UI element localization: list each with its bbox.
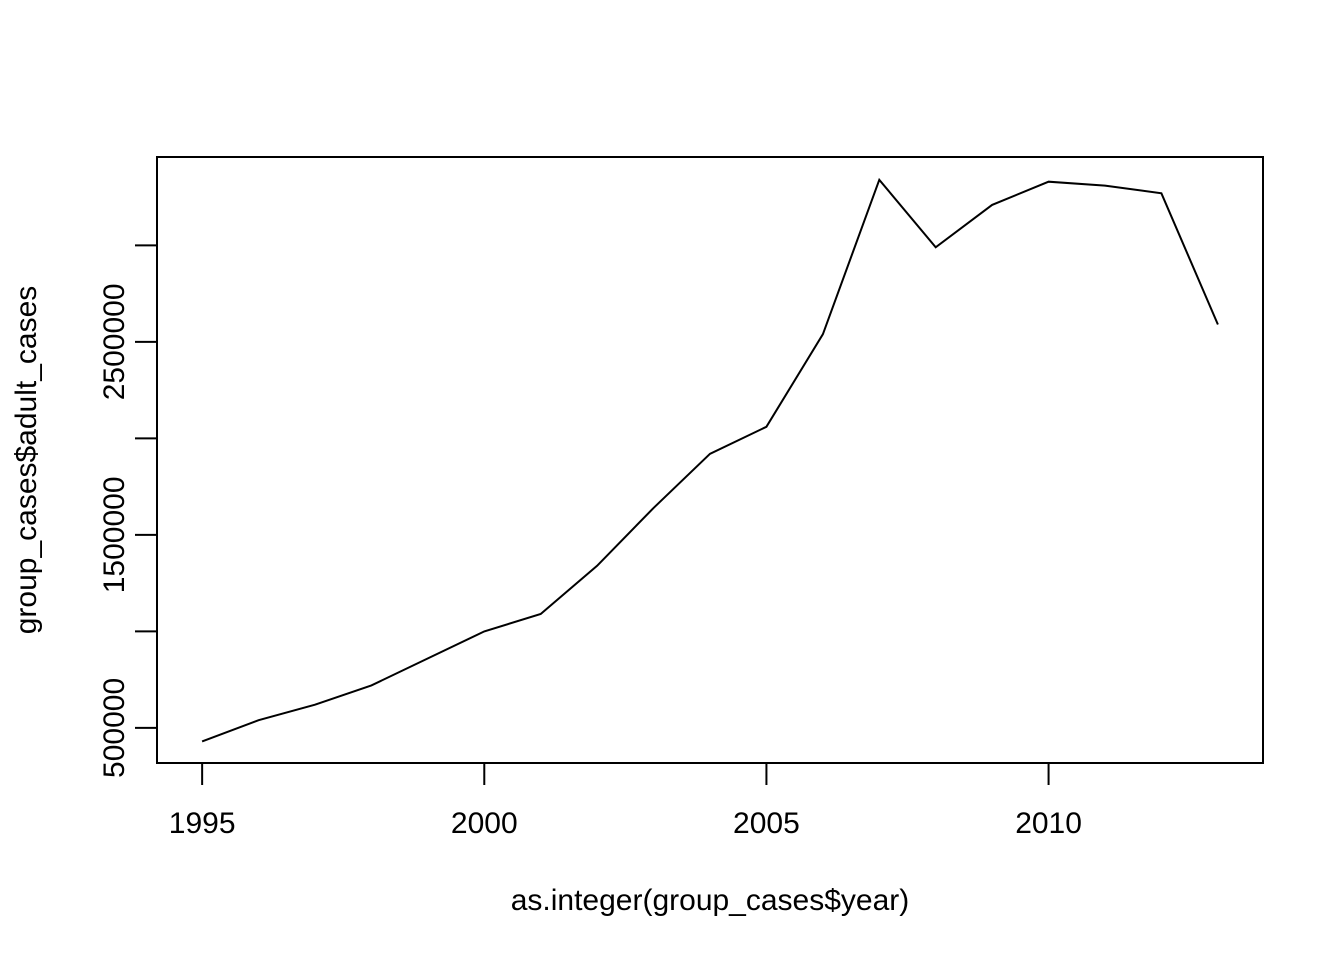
data-point — [934, 245, 938, 249]
data-point — [990, 203, 994, 207]
y-tick-label: 1500000 — [98, 476, 131, 593]
y-axis-title: group_cases$adult_cases — [10, 286, 43, 635]
data-point — [764, 425, 768, 429]
data-point — [652, 506, 656, 510]
y-axis: 500000 1500000 2500000 — [98, 244, 158, 778]
x-tick-label: 2005 — [733, 807, 800, 840]
data-point — [313, 703, 317, 707]
data-point — [539, 612, 543, 616]
x-axis: 1995 2000 2005 2010 — [169, 762, 1082, 840]
data-point — [1103, 184, 1107, 188]
x-tick-label: 2000 — [451, 807, 518, 840]
y-tick-label: 2500000 — [98, 283, 131, 400]
y-tick-label: 500000 — [98, 678, 131, 778]
series-line — [201, 177, 1219, 743]
x-tick-label: 1995 — [169, 807, 236, 840]
data-point — [482, 629, 486, 633]
x-tick-label: 2010 — [1015, 807, 1082, 840]
data-point — [708, 452, 712, 456]
x-axis-title: as.integer(group_cases$year) — [511, 884, 910, 917]
series-layer — [200, 177, 1220, 743]
data-point — [877, 178, 881, 182]
data-point — [821, 332, 825, 336]
data-point — [200, 739, 204, 743]
data-point — [369, 683, 373, 687]
data-point — [257, 718, 261, 722]
data-point — [1159, 191, 1163, 195]
data-point — [426, 656, 430, 660]
data-point — [1047, 180, 1051, 184]
data-point — [595, 564, 599, 568]
data-point — [1216, 323, 1220, 327]
